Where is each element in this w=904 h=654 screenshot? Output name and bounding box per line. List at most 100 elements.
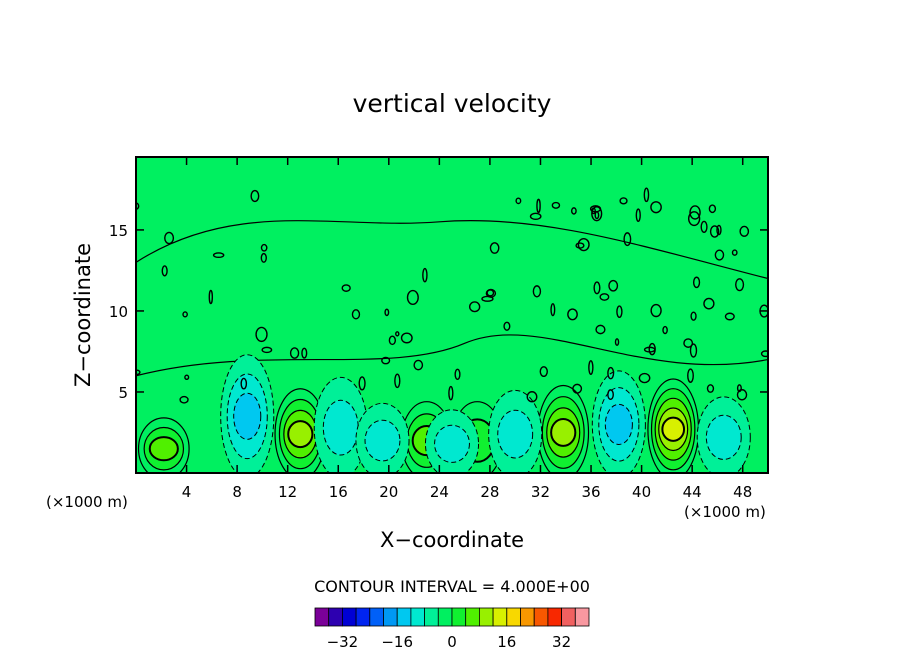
colorbar-swatch	[369, 607, 384, 627]
downdraft-contour	[497, 409, 534, 459]
colorbar-swatch	[465, 607, 480, 627]
contour-blob	[700, 220, 708, 234]
contour-blob	[643, 346, 656, 353]
contour-blob	[481, 295, 494, 302]
contour-blob	[468, 301, 481, 313]
contour-blob	[261, 346, 273, 354]
contour-blob	[687, 368, 694, 383]
contour-blob	[358, 376, 366, 391]
x-tick-label: 4	[182, 483, 192, 501]
contour-blob	[683, 338, 694, 348]
contour-blob	[760, 350, 768, 358]
contour-interval-text: CONTOUR INTERVAL = 4.000E+00	[314, 577, 590, 596]
colorbar-swatch	[478, 607, 494, 627]
contour-blob	[388, 335, 397, 346]
contour-blob	[400, 332, 413, 344]
y-tick-label: 5	[118, 384, 128, 402]
colorbar-tick-label: −32	[327, 633, 359, 651]
contour-blob	[689, 343, 698, 358]
downdraft-cell	[355, 402, 410, 473]
contour-blob	[260, 252, 267, 263]
contour-blob	[588, 360, 594, 375]
downdraft-contour	[364, 419, 401, 462]
colorbar-swatch	[506, 607, 521, 627]
updraft-contour	[661, 416, 686, 442]
x-axis-label: X−coordinate	[380, 528, 524, 552]
plot-frame	[135, 156, 769, 474]
downdraft-cell	[424, 409, 480, 473]
x-tick-label: 8	[232, 483, 242, 501]
contour-blob	[595, 324, 606, 335]
colorbar-swatch	[533, 607, 549, 627]
contour-blob	[179, 395, 189, 404]
contour-blob	[255, 326, 268, 343]
contour-blob	[575, 242, 585, 249]
colorbar-tick-label: −16	[381, 633, 413, 651]
x-tick-label: 16	[329, 483, 348, 501]
colorbar-tick-label: 32	[552, 633, 571, 651]
contour-blob	[623, 232, 632, 247]
colorbar-swatch	[341, 607, 357, 627]
downdraft-cell	[220, 354, 275, 473]
contour-blob	[503, 321, 511, 331]
colorbar-swatch	[520, 607, 535, 627]
contour-blob	[709, 225, 720, 238]
contour-blob	[529, 212, 542, 221]
contour-blob	[182, 311, 188, 318]
updraft-cell	[537, 384, 590, 473]
colorbar-tick-label: 16	[497, 633, 516, 651]
contour-blob	[489, 242, 500, 254]
contour-blob	[536, 198, 541, 214]
contour-noise	[136, 187, 768, 404]
contour-blob	[301, 347, 308, 359]
contour-blob	[515, 197, 522, 205]
y-axis-label: Z−coordinate	[71, 243, 95, 387]
contour-blob	[708, 204, 717, 214]
contour-field	[136, 219, 768, 473]
contour-blob	[240, 377, 248, 390]
contour-blob	[724, 312, 735, 321]
contour-blob	[532, 285, 542, 298]
colorbar-swatch	[424, 607, 439, 627]
y-axis: 5 10 15	[109, 222, 768, 402]
x-tick-label: 24	[430, 483, 449, 501]
contour-blob	[164, 231, 175, 245]
contour-blob	[714, 249, 725, 261]
x-axis: 4 8 12 16 20 24 28 32 36 40 44 48	[182, 157, 752, 501]
contour-blob	[212, 252, 225, 259]
y-tick-label: 10	[109, 303, 128, 321]
x-tick-label: 44	[683, 483, 702, 501]
contour-blob	[607, 389, 614, 401]
colorbar-swatch	[396, 607, 412, 627]
contour-blob	[260, 243, 268, 252]
contour-blob	[614, 338, 620, 346]
colorbar-swatch	[328, 607, 343, 627]
downdraft-cell	[591, 370, 646, 473]
contour-blob	[736, 389, 748, 401]
contour-blob	[351, 309, 361, 320]
contour-blob	[692, 276, 701, 289]
contour-blob	[413, 359, 424, 371]
contour-blob	[703, 297, 715, 310]
downdraft-contour	[233, 392, 262, 440]
colorbar-swatch	[451, 607, 467, 627]
x-tick-label: 48	[733, 483, 752, 501]
contour-blob	[739, 225, 750, 237]
contour-blob	[539, 366, 548, 378]
chart-title: vertical velocity	[353, 89, 552, 118]
contour-blob	[650, 201, 662, 214]
downdraft-contour	[604, 403, 633, 445]
x-tick-label: 12	[278, 483, 297, 501]
contour-blob	[608, 279, 619, 292]
contour-blob	[650, 303, 662, 318]
colorbar-swatch	[410, 607, 425, 627]
contour-blob	[448, 385, 454, 401]
contour-blob	[731, 249, 738, 256]
contour-blob	[619, 197, 628, 205]
contour-blob	[635, 208, 641, 223]
contour-blob	[736, 384, 742, 393]
contour-blob	[589, 205, 602, 213]
contour-blob	[735, 278, 745, 292]
